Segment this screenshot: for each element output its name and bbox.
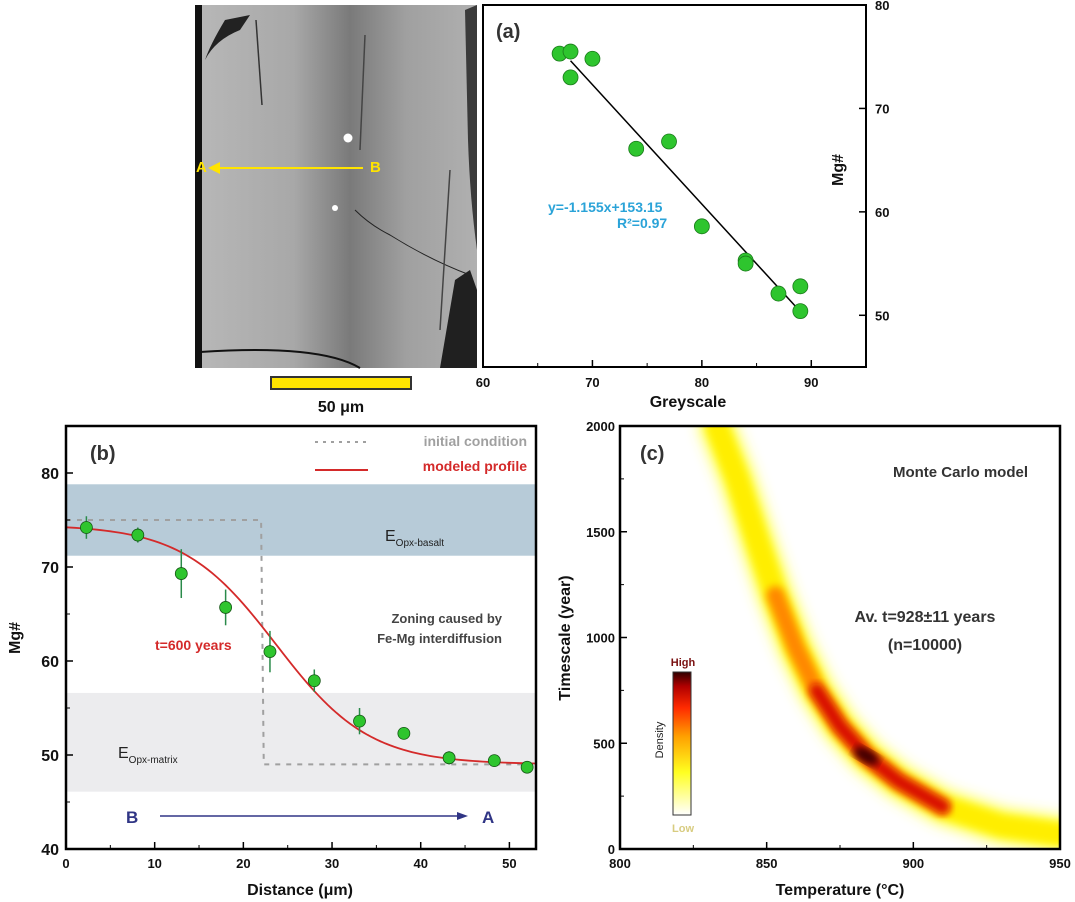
y-tick-label: 80: [875, 0, 889, 13]
data-point: [562, 69, 579, 86]
result-line2: (n=10000): [888, 637, 962, 654]
scale-bar: [270, 376, 412, 390]
panel-a-label: (a): [496, 21, 520, 43]
data-point: [792, 303, 809, 320]
colorbar: [672, 671, 692, 816]
panel-c: 800 850 900 950 0 500 1000 1500 2000 (c) Monte C…: [557, 419, 1071, 899]
data-point: [584, 50, 601, 67]
data-point: [79, 521, 93, 534]
legend-model-label: modeled profile: [423, 458, 527, 474]
zoning-note-line2: Fe-Mg interdiffusion: [377, 631, 502, 646]
panel-c-xlabel: Temperature (°C): [776, 882, 905, 899]
panel-b-xlabel: Distance (μm): [247, 882, 353, 899]
panel-c-label: (c): [640, 443, 664, 465]
initial-condition-line: [66, 519, 536, 766]
profile-arrow-head-icon: [208, 162, 220, 174]
zoning-note-line1: Zoning caused by: [391, 611, 502, 626]
x-tick-label: 0: [62, 856, 69, 871]
fit-line: [569, 60, 801, 313]
data-point: [562, 43, 579, 60]
x-tick-label: 10: [147, 856, 161, 871]
direction-start-label: B: [126, 808, 138, 827]
bse-label-b: B: [370, 159, 381, 176]
panel-a-frame: [482, 4, 867, 368]
data-point: [442, 751, 456, 765]
y-tick-label: 500: [593, 736, 615, 751]
time-label: t=600 years: [155, 637, 232, 653]
panel-b-ylabel: Mg#: [7, 622, 24, 654]
y-tick-label: 80: [41, 466, 59, 483]
data-point: [487, 754, 501, 768]
y-tick-label: 2000: [586, 419, 615, 434]
x-tick-label: 40: [413, 856, 427, 871]
density-peak: [853, 746, 880, 766]
panel-b: 0 10 20 30 40 50 40 50 60 70 80 (b) initial condit…: [7, 424, 538, 899]
y-tick-label: 60: [875, 205, 889, 220]
y-tick-label: 0: [608, 842, 615, 857]
data-point: [131, 528, 145, 542]
data-point: [307, 674, 321, 688]
data-point: [628, 140, 645, 157]
x-tick-label: 50: [502, 856, 516, 871]
x-tick-label: 70: [585, 375, 599, 390]
scale-bar-label: 50 μm: [318, 399, 364, 416]
panel-a-ylabel: Mg#: [830, 154, 847, 186]
x-tick-label: 80: [695, 375, 709, 390]
y-tick-label: 40: [41, 842, 59, 859]
panel-a-xlabel: Greyscale: [650, 394, 727, 411]
y-tick-label: 50: [875, 308, 889, 323]
band-basalt-label: EOpx-basalt: [385, 528, 444, 549]
y-tick-label: 70: [41, 560, 59, 577]
direction-end-label: A: [482, 808, 494, 827]
data-point: [770, 285, 787, 302]
panel-b-label: (b): [90, 443, 116, 465]
panel-a: (a) 60 70 80 90 50 60 70 80 y=-1.155x+153.15 R²…: [476, 0, 890, 411]
data-point: [792, 278, 809, 295]
data-point: [737, 255, 754, 272]
y-tick-label: 70: [875, 101, 889, 116]
colorbar-title: Density: [654, 721, 666, 758]
modeled-profile-line: [66, 526, 536, 765]
band-opx-matrix: [66, 692, 536, 792]
data-point: [174, 567, 188, 580]
x-tick-label: 90: [804, 375, 818, 390]
data-point: [661, 133, 677, 150]
fit-r2: R²=0.97: [617, 215, 667, 231]
band-matrix-label: EOpx-matrix: [118, 745, 178, 766]
data-point: [693, 218, 710, 235]
colorbar-low-label: Low: [672, 823, 694, 835]
data-point: [520, 760, 534, 774]
fit-equation: y=-1.155x+153.15: [548, 199, 663, 215]
y-tick-label: 60: [41, 654, 59, 671]
x-tick-label: 850: [756, 856, 778, 871]
x-tick-label: 20: [236, 856, 250, 871]
panel-c-ylabel: Timescale (year): [557, 575, 574, 700]
data-point: [397, 726, 411, 740]
result-line1: Av. t=928±11 years: [855, 609, 996, 626]
y-tick-label: 1500: [586, 525, 615, 540]
x-tick-label: 30: [325, 856, 339, 871]
data-point: [219, 601, 233, 614]
x-tick-label: 900: [902, 856, 924, 871]
direction-arrow-head-icon: [457, 812, 468, 820]
bse-image: A B 50 μm: [195, 5, 477, 416]
y-tick-label: 1000: [586, 631, 615, 646]
panel-b-frame: [64, 424, 538, 851]
colorbar-high-label: High: [671, 657, 696, 669]
data-point: [263, 645, 277, 658]
data-point: [353, 714, 366, 728]
panel-c-title: Monte Carlo model: [893, 464, 1028, 481]
x-tick-label: 800: [609, 856, 631, 871]
y-tick-label: 50: [41, 748, 59, 765]
bse-label-a: A: [196, 159, 207, 176]
x-tick-label: 950: [1049, 856, 1071, 871]
legend-initial-label: initial condition: [424, 433, 527, 449]
x-tick-label: 60: [476, 375, 490, 390]
